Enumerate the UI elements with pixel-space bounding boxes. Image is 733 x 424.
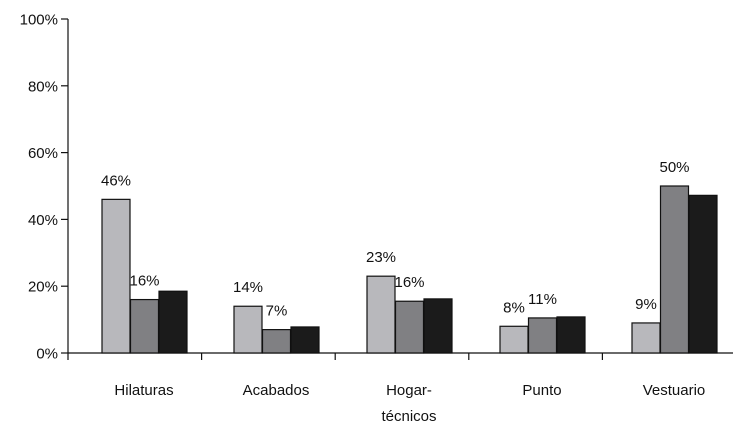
y-tick-label: 40%	[28, 212, 58, 229]
bar-2-2	[423, 298, 453, 354]
bar-3-1	[527, 317, 558, 354]
data-label: 11%	[528, 291, 557, 308]
y-tick-label: 100%	[20, 12, 58, 29]
bar-3-2	[556, 316, 586, 354]
bars	[101, 185, 718, 354]
data-label: 46%	[101, 172, 131, 189]
data-label: 50%	[659, 159, 689, 176]
bar-4-1	[659, 185, 690, 354]
data-label: 8%	[503, 299, 525, 316]
bar-0-2	[158, 290, 188, 354]
bar-2-1	[394, 300, 425, 354]
y-tick-label: 80%	[28, 78, 58, 95]
y-tick-label: 60%	[28, 145, 58, 162]
category-label: técnicos	[381, 408, 436, 424]
category-label: Hilaturas	[114, 382, 173, 399]
category-label: Acabados	[243, 382, 310, 399]
bar-0-1	[129, 298, 160, 354]
category-label: Punto	[522, 382, 561, 399]
data-label: 16%	[129, 273, 159, 290]
bar-2-0	[366, 275, 396, 354]
bar-4-0	[631, 322, 661, 354]
category-label: Vestuario	[643, 382, 706, 399]
y-tick-label: 0%	[36, 346, 58, 363]
bar-4-2	[688, 194, 718, 354]
category-label: Hogar-	[386, 382, 432, 399]
bar-3-0	[499, 325, 529, 354]
data-label: 9%	[635, 296, 657, 313]
bar-1-1	[261, 329, 292, 354]
bar-0-0	[101, 198, 131, 354]
data-label: 16%	[394, 274, 424, 291]
data-label: 7%	[266, 303, 288, 320]
y-tick-label: 20%	[28, 279, 58, 296]
data-label: 23%	[366, 249, 396, 266]
labels: Hilaturas Acabados Hogar-técnicos Punto Vest…	[101, 159, 705, 424]
bar-1-0	[233, 305, 263, 354]
bar-1-2	[290, 326, 320, 354]
data-label: 14%	[233, 279, 263, 296]
